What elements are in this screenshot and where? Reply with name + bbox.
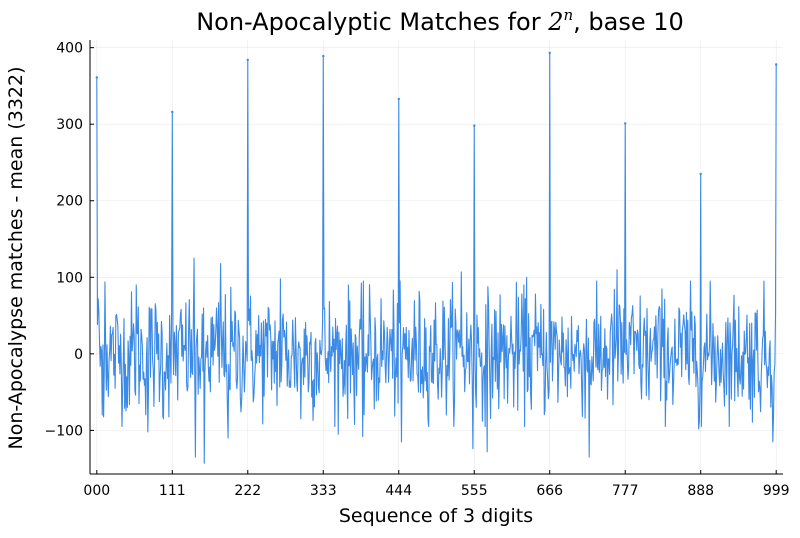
x-tick-label: 111 xyxy=(159,483,186,499)
x-axis-label: Sequence of 3 digits xyxy=(339,505,533,527)
peak-point xyxy=(171,110,174,114)
peak-point xyxy=(473,124,476,127)
x-tick-label: 888 xyxy=(687,483,714,499)
axes xyxy=(89,40,783,475)
x-tick-label: 000 xyxy=(83,483,110,499)
peak-point xyxy=(397,97,400,101)
y-tick-label: −100 xyxy=(45,423,83,439)
y-tick-label: 200 xyxy=(56,194,83,210)
peak-point xyxy=(246,58,249,62)
peak-point xyxy=(322,54,325,58)
x-tick-label: 444 xyxy=(385,483,412,499)
x-tick-label: 555 xyxy=(461,483,488,499)
x-tick-label: 999 xyxy=(763,483,790,499)
data-series xyxy=(95,51,778,464)
x-tick-label: 333 xyxy=(310,483,337,499)
peak-point xyxy=(548,51,551,55)
y-tick-label: 0 xyxy=(74,347,83,363)
x-tick-label: 222 xyxy=(234,483,261,499)
y-tick-label: 300 xyxy=(56,117,83,133)
series-line xyxy=(96,52,777,464)
peak-point xyxy=(699,172,702,176)
y-tick-labels: −100 0 100 200 300 400 xyxy=(45,41,83,440)
y-tick-label: 400 xyxy=(56,41,83,57)
peak-point xyxy=(95,76,99,79)
peak-point xyxy=(774,63,778,66)
y-tick-label: 100 xyxy=(56,270,83,286)
chart-title: Non-Apocalyptic Matches for 2n, base 10 xyxy=(196,6,684,36)
x-tick-label: 666 xyxy=(536,483,563,499)
x-tick-labels: 000 111 222 333 444 555 666 777 888 999 xyxy=(83,483,789,499)
peak-point xyxy=(624,122,627,125)
y-axis-label: Non-Apocalypse matches - mean (3322) xyxy=(5,66,27,449)
x-tick-label: 777 xyxy=(612,483,639,499)
